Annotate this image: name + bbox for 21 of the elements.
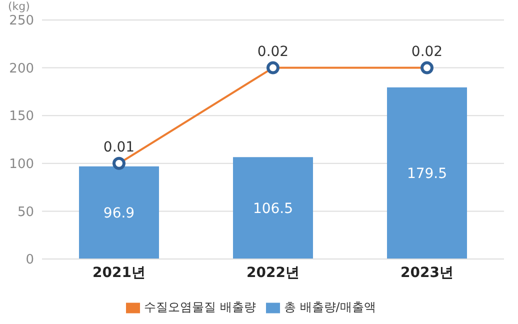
bar bbox=[233, 157, 313, 259]
bar bbox=[387, 87, 467, 259]
y-tick-label: 250 bbox=[9, 14, 34, 29]
data-label: 0.01 bbox=[103, 139, 135, 156]
data-label: 0.02 bbox=[257, 44, 289, 60]
x-tick-label: 2023년 bbox=[400, 264, 454, 281]
data-label: 0.02 bbox=[411, 44, 443, 60]
legend-label: 총 배출량/매출액 bbox=[284, 300, 376, 314]
bar bbox=[79, 166, 159, 259]
x-tick-label: 2021년 bbox=[92, 264, 146, 281]
y-tick-label: 100 bbox=[9, 157, 34, 172]
y-tick-label: 150 bbox=[9, 109, 34, 124]
x-tick-label: 2022년 bbox=[246, 264, 300, 281]
data-label: 96.9 bbox=[103, 206, 135, 222]
y-tick-label: 200 bbox=[9, 61, 34, 76]
data-label: 179.5 bbox=[406, 166, 448, 182]
data-label: 106.5 bbox=[252, 201, 294, 218]
y-tick-label: 50 bbox=[17, 204, 34, 220]
y-axis-title: (kg) bbox=[8, 0, 30, 13]
y-tick-label: 0 bbox=[26, 252, 34, 268]
legend-label: 수질오염물질 배출량 bbox=[144, 300, 256, 314]
